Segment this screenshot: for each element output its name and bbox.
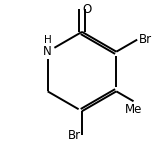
Text: Me: Me (125, 103, 142, 116)
Text: N: N (43, 45, 52, 58)
Text: Br: Br (139, 33, 152, 46)
Text: Br: Br (67, 129, 81, 142)
Text: H: H (44, 35, 51, 45)
Text: O: O (83, 3, 92, 16)
